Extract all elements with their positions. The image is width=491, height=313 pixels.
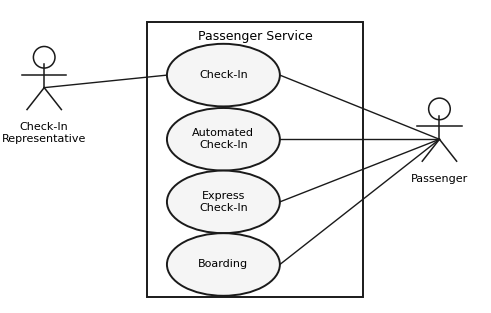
Text: Express
Check-In: Express Check-In	[199, 191, 248, 213]
Ellipse shape	[167, 233, 280, 296]
Ellipse shape	[167, 108, 280, 171]
Text: Boarding: Boarding	[198, 259, 248, 269]
Text: Check-In: Check-In	[199, 70, 248, 80]
Text: Passenger: Passenger	[411, 174, 468, 184]
Text: Automated
Check-In: Automated Check-In	[192, 128, 254, 151]
FancyBboxPatch shape	[147, 22, 363, 297]
Text: Check-In
Representative: Check-In Representative	[2, 122, 86, 144]
Ellipse shape	[167, 44, 280, 106]
Text: Passenger Service: Passenger Service	[198, 30, 313, 43]
Ellipse shape	[167, 171, 280, 233]
